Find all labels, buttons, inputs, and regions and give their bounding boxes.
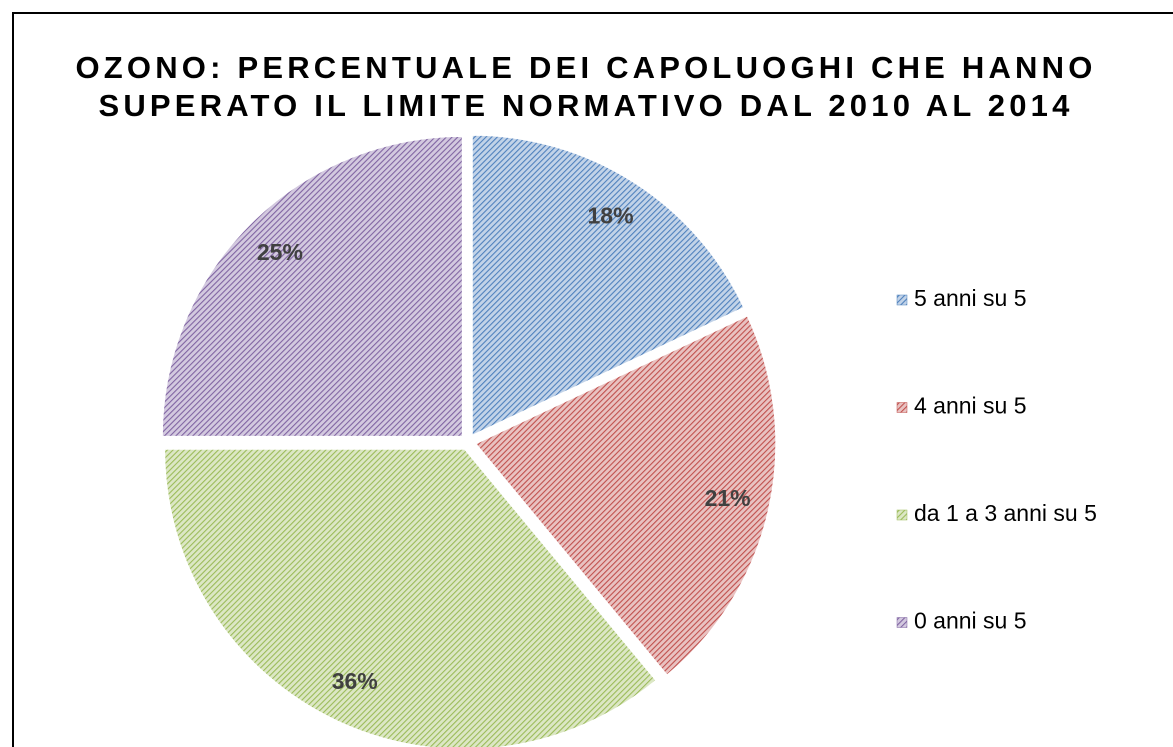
data-label: 25% xyxy=(257,239,303,265)
chart-title: OZONO: PERCENTUALE DEI CAPOLUOGHI CHE HA… xyxy=(75,50,1096,85)
legend-marker xyxy=(896,294,908,306)
pie-slice xyxy=(164,448,657,747)
legend-label: 0 anni su 5 xyxy=(914,608,1027,634)
data-label: 18% xyxy=(588,202,634,228)
legend-marker xyxy=(896,509,908,521)
pie-slice xyxy=(161,135,463,437)
legend-label: 5 anni su 5 xyxy=(914,285,1027,311)
pie-slice xyxy=(471,134,745,437)
data-label: 21% xyxy=(705,485,751,511)
legend-label: da 1 a 3 anni su 5 xyxy=(914,500,1097,526)
pie-slice xyxy=(475,315,777,676)
chart-title: SUPERATO IL LIMITE NORMATIVO DAL 2010 AL… xyxy=(98,88,1073,123)
data-label: 36% xyxy=(332,668,378,694)
legend-marker xyxy=(896,402,908,413)
legend-marker xyxy=(896,617,908,628)
legend-label: 4 anni su 5 xyxy=(914,393,1027,419)
